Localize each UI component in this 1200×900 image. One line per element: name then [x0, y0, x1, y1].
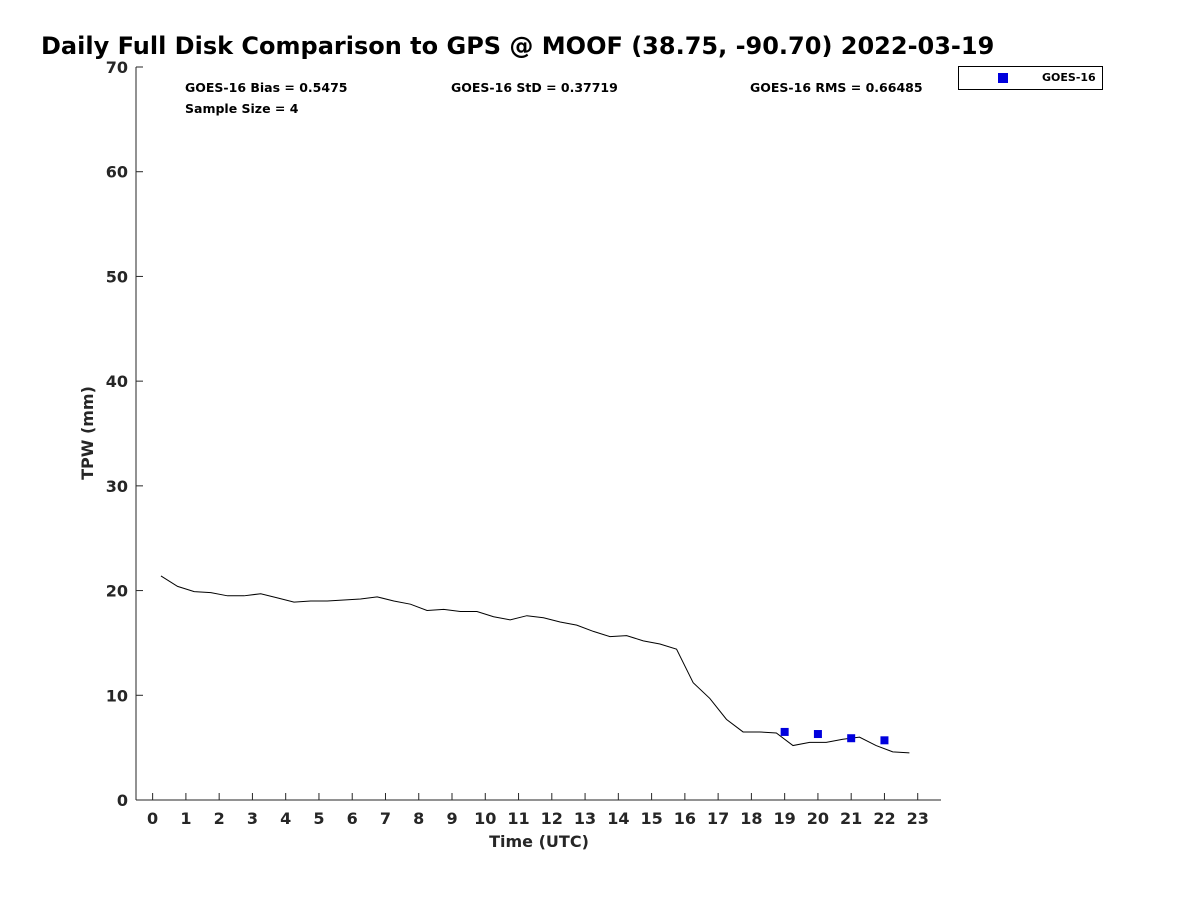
- y-tick-label: 30: [106, 477, 128, 496]
- legend-marker: [998, 73, 1008, 83]
- x-tick-label: 14: [607, 809, 629, 828]
- x-tick-label: 9: [446, 809, 457, 828]
- x-tick-label: 0: [147, 809, 158, 828]
- x-tick-label: 21: [840, 809, 862, 828]
- x-tick-label: 8: [413, 809, 424, 828]
- x-tick-label: 17: [707, 809, 729, 828]
- std-stat: GOES-16 StD = 0.37719: [451, 80, 618, 95]
- legend-box: [958, 66, 1103, 90]
- y-tick-label: 50: [106, 267, 128, 286]
- x-tick-label: 10: [474, 809, 496, 828]
- legend-label: GOES-16: [1042, 71, 1096, 84]
- x-tick-label: 19: [774, 809, 796, 828]
- x-tick-label: 15: [640, 809, 662, 828]
- gps-tpw-line: [160, 575, 910, 754]
- x-tick-label: 2: [214, 809, 225, 828]
- x-tick-label: 23: [907, 809, 929, 828]
- x-tick-label: 4: [280, 809, 291, 828]
- y-tick-label: 40: [106, 372, 128, 391]
- y-axis-label: TPW (mm): [78, 386, 97, 480]
- x-tick-label: 6: [347, 809, 358, 828]
- goes16-point: [880, 736, 889, 745]
- x-axis-label: Time (UTC): [489, 832, 589, 851]
- bias-stat: GOES-16 Bias = 0.5475: [185, 80, 347, 95]
- chart-title: Daily Full Disk Comparison to GPS @ MOOF…: [41, 32, 994, 60]
- x-tick-label: 13: [574, 809, 596, 828]
- y-tick-label: 20: [106, 582, 128, 601]
- x-tick-label: 22: [873, 809, 895, 828]
- series-layer: [160, 575, 910, 754]
- goes16-point: [847, 734, 856, 743]
- x-tick-label: 3: [247, 809, 258, 828]
- sample-size-stat: Sample Size = 4: [185, 101, 299, 116]
- plot-axes: [135, 67, 941, 801]
- x-tick-label: 1: [180, 809, 191, 828]
- x-tick-label: 5: [313, 809, 324, 828]
- goes16-point: [813, 730, 822, 739]
- x-tick-label: 16: [674, 809, 696, 828]
- goes16-point: [780, 727, 789, 736]
- rms-stat: GOES-16 RMS = 0.66485: [750, 80, 923, 95]
- x-tick-label: 20: [807, 809, 829, 828]
- x-tick-label: 18: [740, 809, 762, 828]
- x-tick-label: 12: [541, 809, 563, 828]
- x-tick-label: 7: [380, 809, 391, 828]
- legend: GOES-16: [958, 66, 1103, 90]
- y-ticks: 0 10 20 30 40 50 60 70: [106, 58, 143, 810]
- y-tick-label: 60: [106, 163, 128, 182]
- y-tick-label: 70: [106, 58, 128, 77]
- y-tick-label: 0: [117, 791, 128, 810]
- x-ticks: 0 1 2 3 4 5 6 7 8 9 10 11 12 13 14 15 16 17 18 19 20 21 22 23: [147, 793, 929, 828]
- y-tick-label: 10: [106, 686, 128, 705]
- x-tick-label: 11: [507, 809, 529, 828]
